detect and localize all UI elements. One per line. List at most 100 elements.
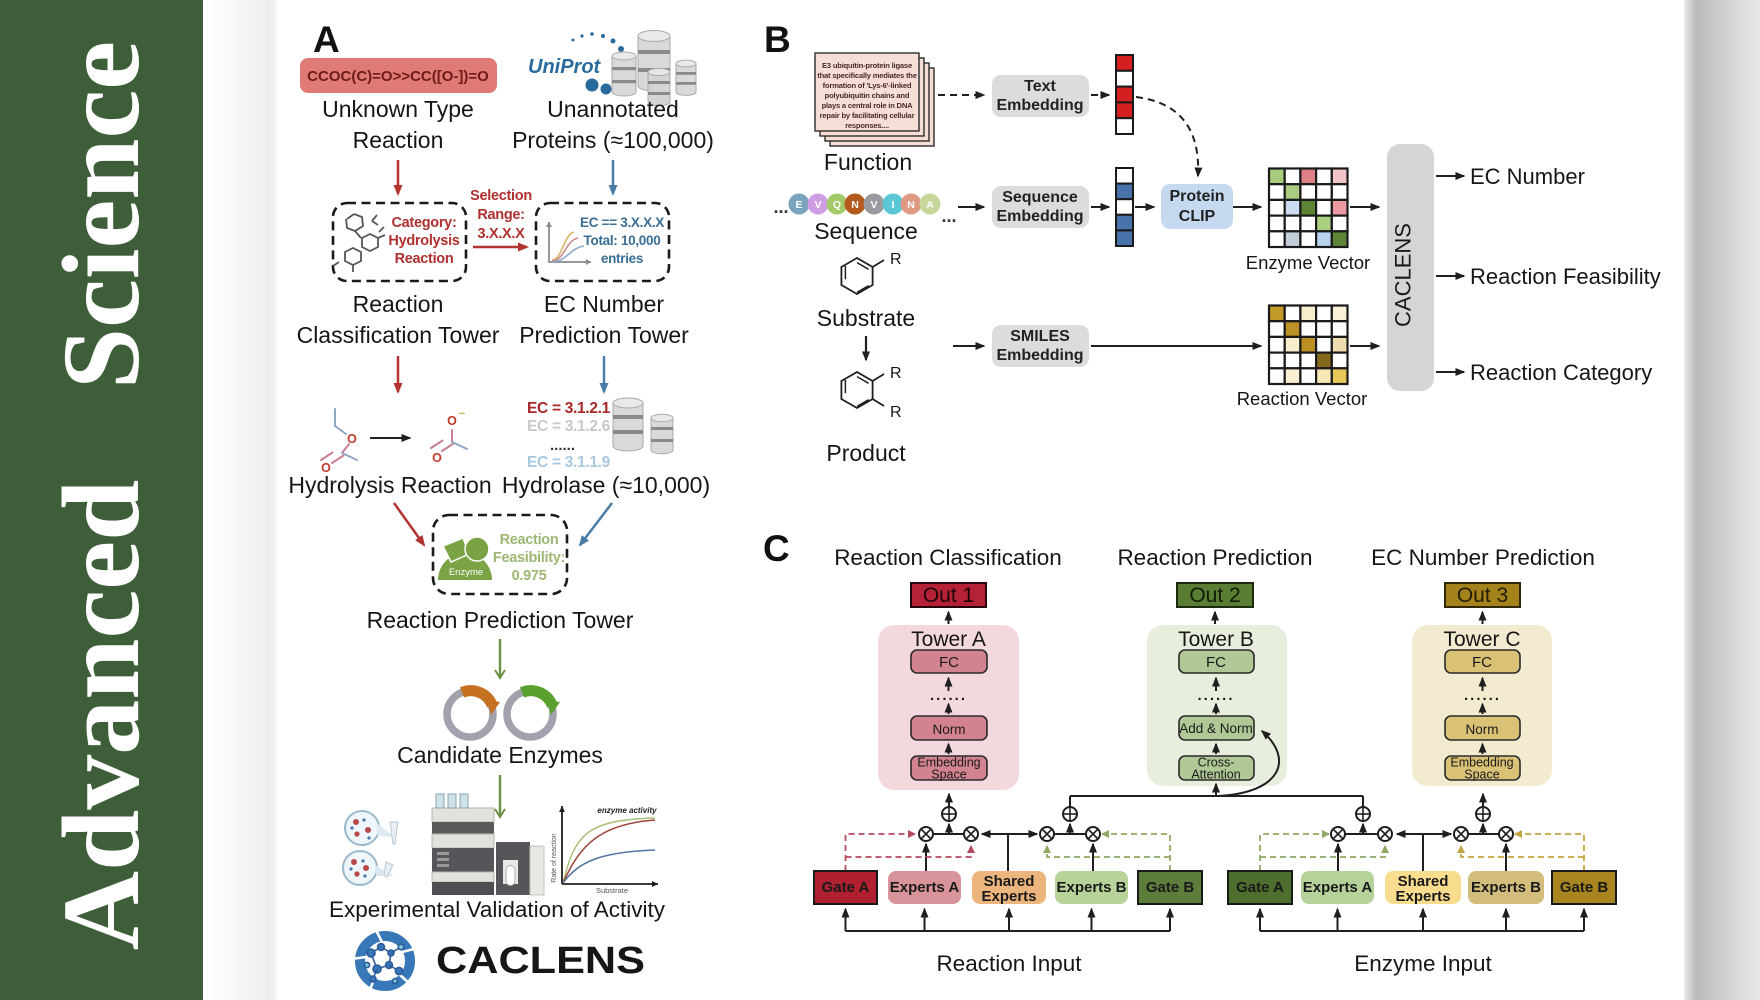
svg-text:Q: Q — [833, 199, 841, 211]
svg-text:Hydrolysis Reaction: Hydrolysis Reaction — [288, 472, 491, 498]
svg-text:Embedding: Embedding — [996, 208, 1083, 225]
svg-text:Sequence: Sequence — [814, 218, 918, 244]
svg-text:Reaction Category: Reaction Category — [1470, 360, 1652, 385]
svg-text:Reaction Prediction: Reaction Prediction — [1117, 545, 1312, 570]
svg-text:repair by facilitating cellula: repair by facilitating cellular — [820, 111, 915, 120]
svg-text:Product: Product — [826, 440, 906, 466]
svg-text:EC Number Prediction: EC Number Prediction — [1371, 545, 1595, 570]
svg-text:SMILES: SMILES — [1010, 328, 1070, 345]
svg-text:Shared: Shared — [984, 873, 1035, 890]
svg-text:V: V — [870, 199, 877, 211]
svg-text:3.X.X.X: 3.X.X.X — [477, 226, 525, 242]
svg-text:Tower B: Tower B — [1178, 628, 1254, 651]
svg-text:Norm: Norm — [933, 722, 966, 737]
svg-text:enzyme activity: enzyme activity — [597, 806, 657, 815]
svg-text:CACLENS: CACLENS — [1391, 223, 1416, 327]
svg-text:Gate B: Gate B — [1146, 879, 1195, 896]
svg-text:O: O — [447, 414, 457, 428]
svg-text:Text: Text — [1024, 78, 1056, 95]
svg-text:Space: Space — [931, 768, 966, 782]
svg-text:Gate A: Gate A — [822, 879, 870, 896]
svg-text:Unannotated: Unannotated — [547, 96, 679, 122]
svg-text:R: R — [890, 404, 902, 421]
svg-text:N: N — [907, 199, 915, 211]
svg-text:R: R — [890, 365, 902, 382]
svg-text:FC: FC — [1206, 654, 1226, 671]
svg-text:EC Number: EC Number — [1470, 164, 1585, 189]
svg-text:EC Number: EC Number — [544, 291, 664, 317]
svg-text:Reaction Input: Reaction Input — [936, 951, 1082, 976]
svg-text:FC: FC — [1472, 654, 1492, 671]
svg-text:Range:: Range: — [477, 207, 524, 223]
svg-text:O: O — [347, 432, 357, 446]
svg-text:CCOC(C)=O>>CC([O-])=O: CCOC(C)=O>>CC([O-])=O — [307, 68, 489, 85]
svg-text:Tower C: Tower C — [1443, 628, 1520, 651]
svg-text:...: ... — [941, 206, 956, 226]
svg-text:C: C — [763, 528, 790, 569]
svg-text:Substrate: Substrate — [596, 886, 628, 895]
svg-text:that specifically mediates the: that specifically mediates the — [817, 71, 917, 80]
svg-text:Embedding: Embedding — [996, 347, 1083, 364]
svg-text:B: B — [764, 19, 791, 60]
svg-text:Reaction Prediction Tower: Reaction Prediction Tower — [367, 607, 634, 633]
svg-text:Sequence: Sequence — [1002, 189, 1078, 206]
svg-text:FC: FC — [939, 654, 959, 671]
svg-text:EC = 3.1.2.1: EC = 3.1.2.1 — [527, 400, 611, 417]
svg-text:Protein: Protein — [1169, 188, 1224, 205]
svg-text:plays a central role in DNA: plays a central role in DNA — [822, 101, 914, 110]
svg-text:Experts B: Experts B — [1056, 879, 1126, 896]
svg-text:formation of 'Lys-6'-linked: formation of 'Lys-6'-linked — [823, 81, 912, 90]
svg-text:Hydrolysis: Hydrolysis — [388, 233, 459, 249]
svg-text:Experts A: Experts A — [1303, 879, 1373, 896]
svg-text:Advanced: Advanced — [40, 480, 162, 951]
svg-text:Enzyme: Enzyme — [449, 567, 483, 578]
svg-text:Cross-: Cross- — [1198, 756, 1235, 770]
svg-text:Reaction Vector: Reaction Vector — [1237, 388, 1368, 409]
svg-text:I: I — [892, 199, 895, 211]
svg-text:Unknown Type: Unknown Type — [322, 96, 474, 122]
svg-text:Total: 10,000: Total: 10,000 — [584, 233, 661, 248]
svg-text:Reaction: Reaction — [395, 251, 454, 267]
svg-text:Reaction Classification: Reaction Classification — [834, 545, 1062, 570]
svg-text:Out 1: Out 1 — [923, 584, 974, 607]
svg-text:Gate B: Gate B — [1560, 879, 1609, 896]
svg-text:0.975: 0.975 — [512, 568, 547, 584]
svg-text:E3 ubiquitin-protein ligase: E3 ubiquitin-protein ligase — [822, 61, 912, 70]
svg-text:entries: entries — [601, 251, 643, 266]
svg-text:......: ...... — [550, 437, 575, 454]
svg-text:......: ...... — [1197, 687, 1234, 704]
svg-text:O: O — [321, 461, 331, 475]
svg-text:Tower A: Tower A — [911, 628, 986, 651]
svg-text:V: V — [814, 199, 821, 211]
svg-text:Proteins (≈100,000): Proteins (≈100,000) — [512, 127, 714, 153]
svg-text:Embedding: Embedding — [996, 97, 1083, 114]
svg-text:N: N — [851, 199, 859, 211]
svg-text:EC = 3.1.2.6: EC = 3.1.2.6 — [527, 418, 611, 435]
svg-text:Reaction: Reaction — [353, 127, 444, 153]
svg-text:Substrate: Substrate — [817, 305, 915, 331]
svg-text:EC == 3.X.X.X: EC == 3.X.X.X — [580, 215, 664, 230]
svg-text:Candidate Enzymes: Candidate Enzymes — [397, 742, 603, 768]
svg-text:Embedding: Embedding — [1450, 756, 1513, 770]
svg-text:Function: Function — [824, 149, 912, 175]
svg-text:Experts: Experts — [981, 888, 1036, 905]
svg-text:Reaction Feasibility: Reaction Feasibility — [1470, 264, 1661, 289]
svg-text:R: R — [890, 251, 902, 268]
svg-text:Category:: Category: — [392, 215, 457, 231]
svg-text:E: E — [795, 199, 802, 211]
svg-text:Out 2: Out 2 — [1189, 584, 1240, 607]
svg-text:Reaction: Reaction — [353, 291, 444, 317]
svg-text:Prediction Tower: Prediction Tower — [519, 322, 689, 348]
svg-text:CACLENS: CACLENS — [436, 940, 645, 982]
svg-text:...: ... — [773, 197, 788, 217]
svg-text:O: O — [432, 451, 442, 465]
svg-text:EC = 3.1.1.9: EC = 3.1.1.9 — [527, 454, 611, 471]
svg-text:A: A — [313, 19, 340, 60]
svg-text:Out 3: Out 3 — [1457, 584, 1508, 607]
svg-text:Attention: Attention — [1191, 768, 1240, 782]
svg-text:Space: Space — [1464, 768, 1499, 782]
svg-text:Add & Norm: Add & Norm — [1179, 721, 1253, 736]
svg-text:Science: Science — [40, 41, 162, 389]
svg-text:Selection: Selection — [470, 188, 532, 204]
svg-text:Hydrolase (≈10,000): Hydrolase (≈10,000) — [502, 472, 710, 498]
